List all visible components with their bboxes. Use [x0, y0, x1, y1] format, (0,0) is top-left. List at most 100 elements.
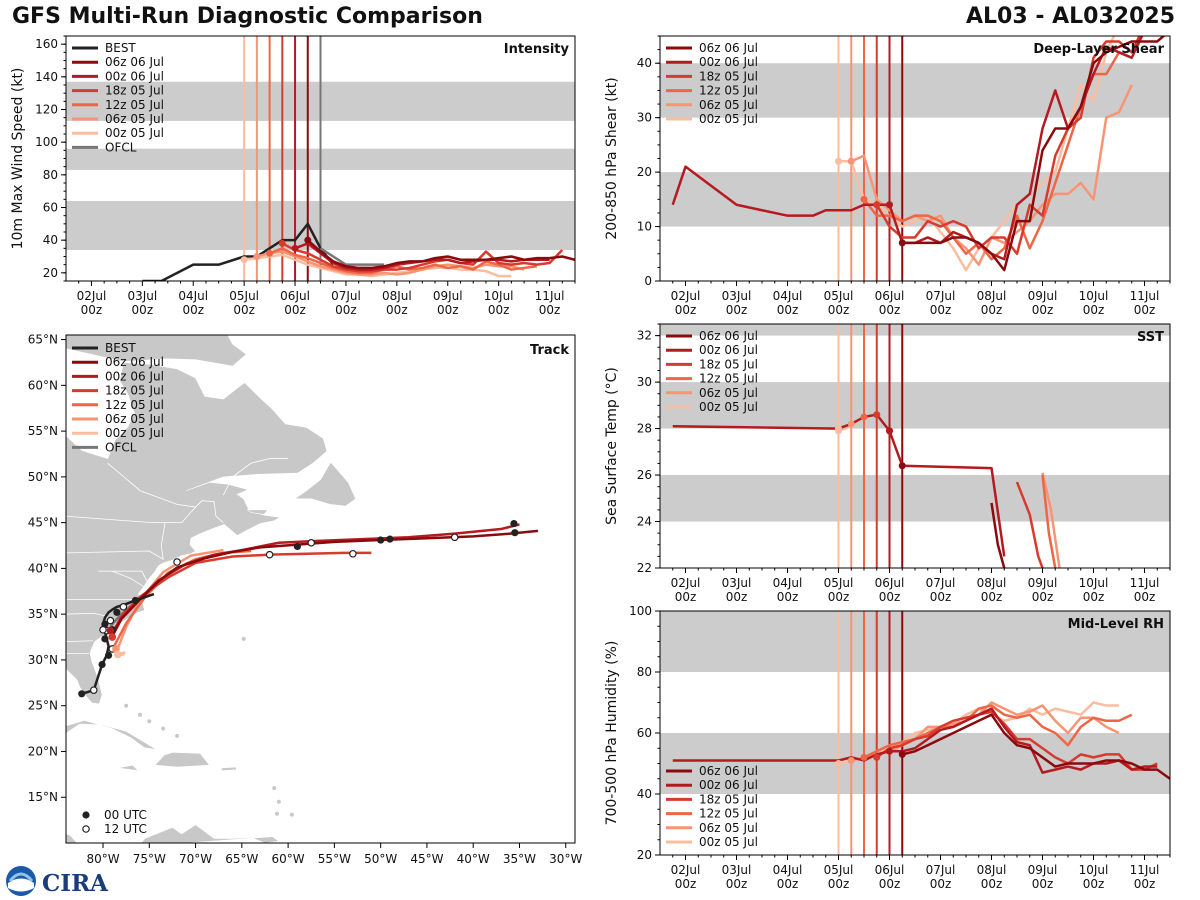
- sst-xtick-label-day: 04Jul: [773, 576, 803, 590]
- shear-xtick-label-day: 07Jul: [926, 289, 956, 303]
- track-xtick-label: 35°W: [503, 852, 536, 866]
- track-best-dot-12utc: [89, 686, 98, 694]
- sst-xtick-label-day: 03Jul: [722, 576, 752, 590]
- intensity-ytick-label: 120: [35, 103, 58, 117]
- intensity-init-marker: [266, 249, 274, 257]
- sst-xtick-label-hour: 00z: [879, 590, 901, 604]
- shear-xtick-label-day: 02Jul: [671, 289, 701, 303]
- track-xtick-label: 70°W: [179, 852, 212, 866]
- track-island: [161, 726, 166, 731]
- intensity-ytick-label: 20: [43, 266, 58, 280]
- rh-init-marker: [847, 756, 855, 764]
- track-island: [272, 786, 277, 791]
- track-xtick-label: 80°W: [86, 852, 119, 866]
- shear-xtick-label-day: 03Jul: [722, 289, 752, 303]
- track-xtick-label: 45°W: [410, 852, 443, 866]
- sst-xtick-label-day: 10Jul: [1079, 576, 1109, 590]
- track-ytick-label: 60°N: [28, 378, 58, 392]
- shear-series-18z-05-jul: [875, 36, 1141, 256]
- shear-xtick-label-hour: 00z: [879, 303, 901, 317]
- shear-xtick-label-hour: 00z: [1032, 303, 1054, 317]
- shear-ytick-label: 10: [637, 220, 652, 234]
- sst-legend-label: 18z 05 Jul: [699, 357, 758, 371]
- sst-xtick-label-hour: 00z: [930, 590, 952, 604]
- track-xtick-label: 40°W: [457, 852, 490, 866]
- intensity-xtick-label-day: 03Jul: [127, 289, 157, 303]
- intensity-xtick-label-hour: 00z: [539, 303, 561, 317]
- rh-y-axis-label: 700-500 hPa Humidity (%): [604, 641, 620, 826]
- rh-xtick-label-hour: 00z: [726, 877, 748, 891]
- shear-ytick-label: 20: [637, 165, 652, 179]
- track-legend-label: BEST: [105, 341, 136, 355]
- track-island: [124, 703, 129, 708]
- track-border: [107, 462, 196, 508]
- track-best-dot-00utc: [113, 608, 121, 616]
- rh-xtick-label-hour: 00z: [777, 877, 799, 891]
- intensity-legend-label: 00z 06 Jul: [105, 69, 164, 83]
- intensity-init-marker: [253, 253, 261, 260]
- sst-xtick-label-day: 06Jul: [875, 576, 905, 590]
- intensity-legend-label: BEST: [105, 41, 136, 55]
- track-island: [276, 799, 281, 804]
- intensity-series-06z-06-jul: [306, 239, 575, 270]
- rh-xtick-label-hour: 00z: [930, 877, 952, 891]
- rh-legend-label: 06z 06 Jul: [699, 764, 758, 778]
- track-legend-label: 12z 05 Jul: [105, 398, 164, 412]
- sst-legend-label: 06z 05 Jul: [699, 386, 758, 400]
- track-xtick-label: 75°W: [133, 852, 166, 866]
- sst-y-axis-label: Sea Surface Temp (°C): [604, 367, 620, 525]
- track-init-marker: [106, 626, 115, 635]
- logo-text: CIRA: [42, 870, 109, 897]
- shear-init-marker: [835, 157, 842, 165]
- rh-xtick-label-day: 04Jul: [773, 863, 803, 877]
- shear-ytick-label: 30: [637, 111, 652, 125]
- track-dot-12utc: [450, 533, 459, 542]
- shear-xtick-label-day: 11Jul: [1130, 289, 1160, 303]
- intensity-init-marker: [278, 239, 286, 247]
- sst-series-06z-05-jul: [1041, 472, 1061, 568]
- shear-band: [660, 172, 1170, 227]
- shear-xtick-label-hour: 00z: [675, 303, 697, 317]
- shear-xtick-label-day: 06Jul: [875, 289, 905, 303]
- rh-xtick-label-hour: 00z: [1134, 877, 1156, 891]
- intensity-legend-label: 12z 05 Jul: [105, 98, 164, 112]
- shear-panel-title: Deep-Layer Shear: [1033, 42, 1164, 57]
- intensity-xtick-label-hour: 00z: [284, 303, 306, 317]
- shear-init-marker: [860, 195, 868, 203]
- intensity-legend-label: 06z 06 Jul: [105, 55, 164, 69]
- shear-xtick-label-day: 10Jul: [1079, 289, 1109, 303]
- intensity-xtick-label-day: 02Jul: [77, 289, 107, 303]
- shear-legend-label: 06z 06 Jul: [699, 41, 758, 55]
- track-land: [66, 833, 78, 843]
- track-ytick-label: 30°N: [28, 653, 58, 667]
- rh-xtick-label-day: 09Jul: [1028, 863, 1058, 877]
- shear-xtick-label-hour: 00z: [828, 303, 850, 317]
- shear-legend-label: 12z 05 Jul: [699, 84, 758, 98]
- track-legend-label: 00z 06 Jul: [105, 369, 164, 383]
- track-island: [289, 812, 294, 817]
- track-xtick-label: 65°W: [225, 852, 258, 866]
- sst-xtick-label-day: 09Jul: [1028, 576, 1058, 590]
- sst-ytick-label: 26: [637, 468, 652, 482]
- intensity-ytick-label: 80: [43, 168, 58, 182]
- intensity-xtick-label-hour: 00z: [386, 303, 408, 317]
- track-border: [66, 522, 166, 561]
- rh-ytick-label: 80: [637, 665, 652, 679]
- track-border: [112, 570, 144, 588]
- intensity-xtick-label-hour: 00z: [233, 303, 255, 317]
- sst-legend-label: 06z 06 Jul: [699, 329, 758, 343]
- track-xtick-label: 60°W: [272, 852, 305, 866]
- track-ytick-label: 25°N: [28, 699, 58, 713]
- track-best-dot-00utc: [78, 690, 86, 698]
- intensity-xtick-label-hour: 00z: [437, 303, 459, 317]
- rh-legend-label: 00z 05 Jul: [699, 835, 758, 849]
- intensity-xtick-label-day: 08Jul: [382, 289, 412, 303]
- rh-xtick-label-hour: 00z: [1032, 877, 1054, 891]
- shear-init-marker: [873, 201, 881, 209]
- track-marker-legend-label: 12 UTC: [104, 822, 147, 836]
- track-best-dot-00utc: [101, 635, 109, 643]
- shear-init-marker: [898, 239, 906, 247]
- intensity-legend-label: 18z 05 Jul: [105, 84, 164, 98]
- sst-xtick-label-day: 07Jul: [926, 576, 956, 590]
